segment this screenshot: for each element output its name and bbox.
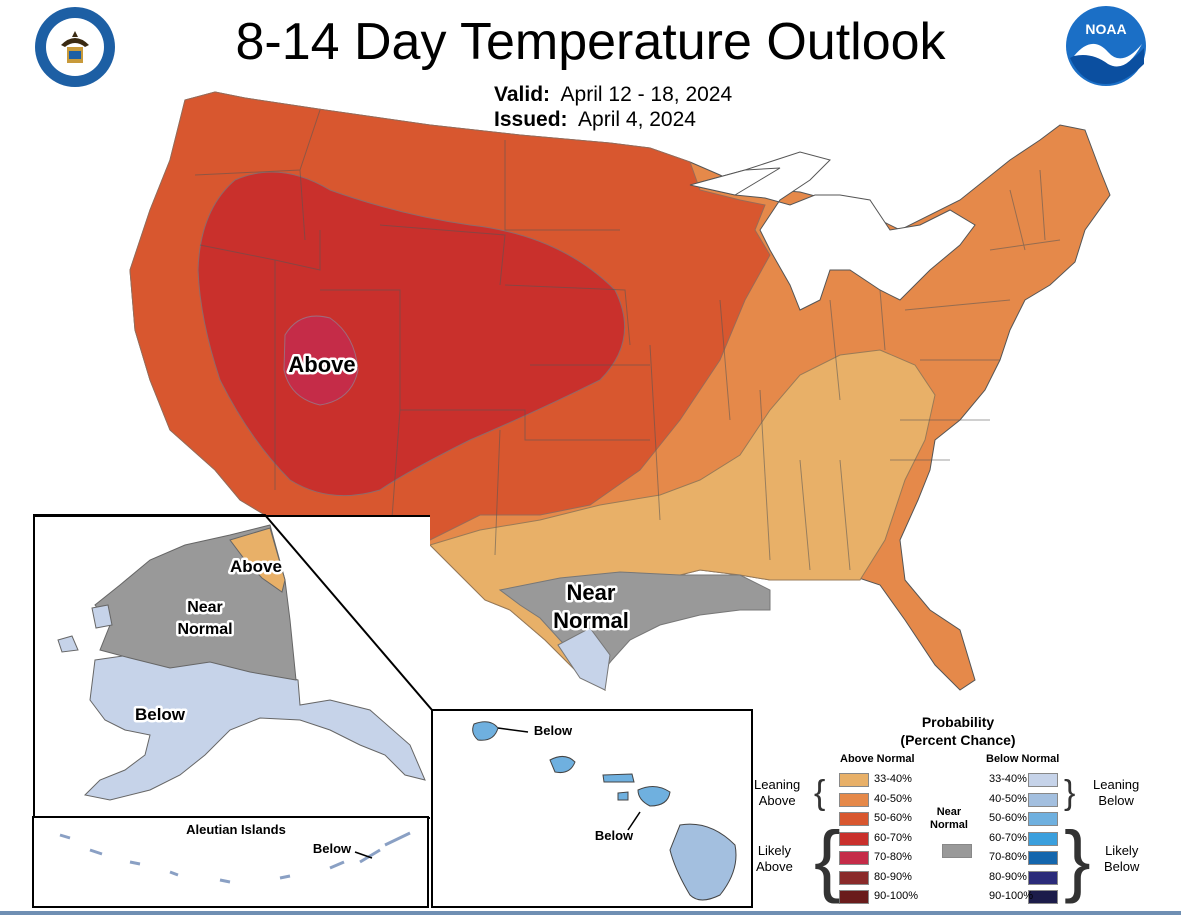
label-near-1-halo: Near (567, 580, 616, 605)
brace-leaning-above: { (814, 774, 826, 812)
legend-title-2: (Percent Chance) (900, 732, 1016, 748)
legend-below-swatch-6 (1028, 890, 1058, 904)
legend-below-swatch-4 (1028, 851, 1058, 865)
legend-above-swatch-4 (839, 851, 869, 865)
label-above-halo: Above (288, 352, 355, 377)
valid-value: April 12 - 18, 2024 (560, 83, 733, 106)
valid-label: Valid: (494, 83, 551, 106)
brace-leaning-below: } (1064, 774, 1076, 812)
issued-label: Issued: (494, 108, 568, 131)
legend-above-swatch-3 (839, 831, 869, 846)
great-lakes (689, 151, 976, 311)
legend-below-label-4: 70-80% (989, 851, 1027, 863)
legend-likely-below: Likely Below (1104, 843, 1140, 874)
legend-above-label-1: 40-50% (874, 792, 912, 805)
legend-leaning-above: Leaning Above (754, 777, 801, 808)
legend-above-swatch-2 (839, 812, 869, 826)
label-conus-near: Near (567, 580, 616, 605)
label-conus-above: Above (288, 352, 355, 377)
noaa-logo-text: NOAA (1085, 21, 1126, 37)
legend-below-swatch-2 (1028, 812, 1058, 826)
legend-above-label-0: 33-40% (874, 773, 912, 785)
alaska-inset (33, 515, 430, 819)
great-lakes-west (689, 167, 781, 196)
legend-near-normal: Near Normal (930, 806, 968, 831)
brace-likely-below: } (1064, 815, 1091, 904)
legend-below-label-5: 80-90% (989, 870, 1027, 883)
legend-below-label-6: 90-100% (989, 890, 1034, 902)
noaa-logo: NOAA (1066, 6, 1146, 86)
label-near-2-halo: Normal (553, 608, 629, 633)
legend-below-swatch-5 (1028, 870, 1058, 885)
legend-below-header: Below Normal (986, 753, 1060, 765)
legend-above-label-3: 60-70% (874, 831, 912, 844)
legend-below-swatch-0 (1028, 773, 1058, 787)
legend-near-swatch (942, 844, 972, 858)
legend-above-header: Above Normal (840, 753, 915, 765)
legend-above-label-2: 50-60% (874, 812, 912, 824)
label-conus-normal: Normal (553, 608, 629, 633)
legend-above-label-5: 80-90% (874, 870, 912, 883)
legend-below-label-0: 33-40% (989, 773, 1027, 785)
brace-likely-above: { (814, 815, 841, 904)
department-of-commerce-seal (35, 7, 115, 87)
legend-leaning-below: Leaning Below (1093, 777, 1140, 808)
region-below-33-40-tx (557, 627, 611, 691)
legend-above-swatch-5 (839, 870, 869, 885)
legend-title-1: Probability (921, 714, 995, 730)
valid-dates: Valid: April 12 - 18, 2024 Issued: April… (494, 82, 732, 132)
region-above-60-70 (197, 171, 626, 497)
legend-above-swatch-6 (839, 890, 869, 904)
legend-above-swatch-0 (839, 773, 869, 787)
legend: Probability (Percent Chance) Above Norma… (748, 710, 1168, 910)
legend-likely-above: Likely Above (756, 843, 793, 874)
legend-below-label-2: 50-60% (989, 812, 1027, 824)
state-borders (194, 109, 1061, 571)
legend-below-swatch-3 (1028, 831, 1058, 846)
legend-above-label-4: 70-80% (874, 851, 912, 863)
legend-below-swatch-1 (1028, 792, 1058, 807)
legend-above-swatch-1 (839, 792, 869, 807)
issued-value: April 4, 2024 (578, 108, 696, 131)
bottom-rule (0, 911, 1181, 915)
legend-above-label-6: 90-100% (874, 890, 919, 902)
legend-below-label-3: 60-70% (989, 831, 1027, 844)
map-title: 8-14 Day Temperature Outlook (235, 13, 946, 71)
legend-below-label-1: 40-50% (989, 792, 1027, 805)
region-near-normal (498, 571, 771, 676)
region-above-70-80 (283, 315, 359, 406)
